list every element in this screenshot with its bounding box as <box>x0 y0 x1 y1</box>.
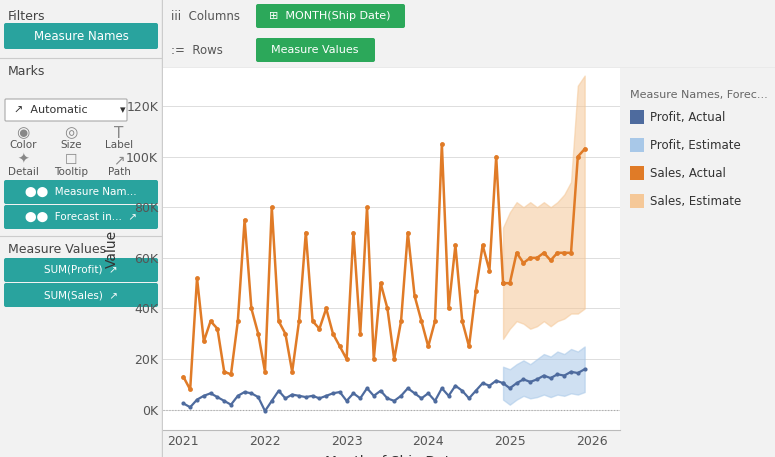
Text: Filters: Filters <box>8 10 46 23</box>
Text: Label: Label <box>105 140 133 150</box>
FancyBboxPatch shape <box>256 38 375 62</box>
Text: Detail: Detail <box>8 167 39 177</box>
Bar <box>630 166 644 180</box>
Text: ▾: ▾ <box>120 105 126 115</box>
Text: Profit, Estimate: Profit, Estimate <box>650 138 741 152</box>
Text: ↗  Automatic: ↗ Automatic <box>14 105 88 115</box>
Bar <box>630 138 644 152</box>
Text: iii  Columns: iii Columns <box>171 10 240 22</box>
Text: ⬤⬤  Forecast in...  ↗: ⬤⬤ Forecast in... ↗ <box>25 212 137 222</box>
Text: Profit, Actual: Profit, Actual <box>650 111 725 123</box>
Bar <box>630 110 644 124</box>
Text: ☐: ☐ <box>65 153 78 167</box>
FancyBboxPatch shape <box>4 23 158 49</box>
Text: Measure Names: Measure Names <box>33 30 129 43</box>
FancyBboxPatch shape <box>4 180 158 204</box>
Bar <box>630 194 644 208</box>
Text: T: T <box>115 126 124 140</box>
Text: Measure Names, Forec...: Measure Names, Forec... <box>630 90 768 100</box>
Text: Color: Color <box>9 140 36 150</box>
Text: Sales, Estimate: Sales, Estimate <box>650 195 741 207</box>
X-axis label: Month of Ship Date: Month of Ship Date <box>325 455 458 457</box>
Y-axis label: Value: Value <box>105 230 119 268</box>
Text: ✦: ✦ <box>17 153 29 167</box>
Text: ◎: ◎ <box>64 126 78 140</box>
Text: ⊞  MONTH(Ship Date): ⊞ MONTH(Ship Date) <box>269 11 391 21</box>
Text: Marks: Marks <box>8 65 46 78</box>
Text: ◉: ◉ <box>16 126 29 140</box>
Text: Measure Values: Measure Values <box>8 243 106 256</box>
FancyBboxPatch shape <box>4 205 158 229</box>
Text: Path: Path <box>108 167 130 177</box>
Text: Sales, Actual: Sales, Actual <box>650 166 726 180</box>
FancyBboxPatch shape <box>5 99 127 121</box>
Text: Measure Values: Measure Values <box>271 45 359 55</box>
Text: ↗: ↗ <box>113 153 125 167</box>
Text: ⬤⬤  Measure Nam...: ⬤⬤ Measure Nam... <box>25 187 137 197</box>
Text: :=  Rows: := Rows <box>171 43 223 57</box>
FancyBboxPatch shape <box>4 258 158 282</box>
Text: Tooltip: Tooltip <box>54 167 88 177</box>
FancyBboxPatch shape <box>256 4 405 28</box>
Text: Size: Size <box>60 140 81 150</box>
Text: SUM(Profit)  ↗: SUM(Profit) ↗ <box>44 265 118 275</box>
Text: SUM(Sales)  ↗: SUM(Sales) ↗ <box>44 290 118 300</box>
FancyBboxPatch shape <box>4 283 158 307</box>
